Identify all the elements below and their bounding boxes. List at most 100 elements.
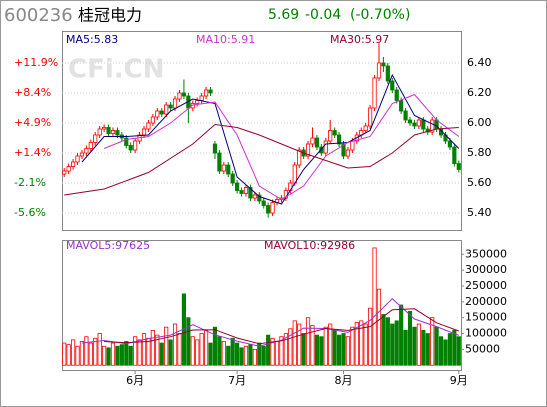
volume-bar bbox=[212, 326, 218, 366]
volume-bar bbox=[119, 344, 124, 366]
candle-body bbox=[297, 149, 302, 166]
volume-bar bbox=[186, 317, 191, 366]
legend-label: MA5:5.83 bbox=[66, 33, 118, 46]
candle-body bbox=[93, 134, 98, 143]
candle-body bbox=[243, 187, 249, 194]
candle-body bbox=[110, 130, 116, 134]
candle-body bbox=[124, 137, 129, 146]
candle-body bbox=[102, 127, 107, 130]
stock-name: 桂冠电力 bbox=[78, 6, 142, 25]
volume-bar bbox=[434, 326, 439, 366]
y2-tick-label: +1.4% bbox=[14, 146, 51, 159]
candle-body bbox=[368, 107, 373, 127]
candle-body bbox=[66, 166, 71, 172]
volume-bar bbox=[407, 310, 413, 366]
candle-body bbox=[199, 95, 204, 101]
volume-bar bbox=[297, 323, 302, 366]
y-tick-label: 200000 bbox=[465, 295, 507, 308]
candle-body bbox=[128, 145, 133, 151]
volume-bar bbox=[350, 326, 355, 366]
price-change: -0.04 bbox=[305, 7, 341, 23]
y-tick-label: 100000 bbox=[465, 327, 507, 340]
candle-body bbox=[314, 137, 320, 148]
volume-bar bbox=[261, 345, 266, 366]
candle-body bbox=[235, 182, 240, 191]
y-tick-label: 6.20 bbox=[467, 86, 492, 99]
volume-bar bbox=[217, 336, 222, 366]
volume-bar bbox=[421, 329, 426, 366]
volume-bar bbox=[305, 317, 311, 366]
volume-bar bbox=[381, 314, 386, 366]
y-tick-label: 6.00 bbox=[467, 116, 492, 129]
candle-body bbox=[403, 110, 408, 121]
volume-bar bbox=[292, 320, 297, 366]
volume-bar bbox=[425, 333, 430, 366]
y-tick-label: 6.40 bbox=[467, 56, 492, 69]
volume-bar bbox=[239, 347, 244, 366]
volume-bar bbox=[199, 333, 204, 366]
candle-body bbox=[456, 163, 461, 170]
y2-tick-label: +11.9% bbox=[14, 56, 58, 69]
volume-bar bbox=[332, 329, 337, 366]
y2-tick-label: +8.4% bbox=[14, 86, 51, 99]
y-tick-label: 5.40 bbox=[467, 206, 492, 219]
volume-bar bbox=[359, 320, 364, 366]
volume-bar bbox=[102, 345, 107, 366]
candle-body bbox=[195, 100, 200, 104]
stock-code: 600236 bbox=[4, 5, 73, 26]
candle-body bbox=[97, 128, 102, 136]
candle-body bbox=[266, 205, 271, 214]
volume-bar bbox=[345, 336, 351, 366]
candle-body bbox=[310, 137, 315, 145]
candle-body bbox=[133, 140, 138, 151]
candle-body bbox=[79, 152, 85, 157]
candle-body bbox=[416, 119, 421, 127]
volume-bar bbox=[394, 320, 399, 366]
candle-body bbox=[230, 173, 235, 184]
volume-bar bbox=[252, 348, 257, 366]
volume-bar bbox=[447, 333, 453, 366]
candle-body bbox=[203, 89, 209, 97]
candle-body bbox=[239, 190, 244, 194]
volume-bar bbox=[88, 342, 93, 366]
candle-body bbox=[168, 104, 173, 109]
legend-label: MA10:5.91 bbox=[196, 33, 255, 46]
candle-body bbox=[84, 148, 89, 154]
candle-body bbox=[372, 77, 377, 109]
volume-bar bbox=[270, 337, 275, 366]
ma-line bbox=[103, 93, 460, 201]
volume-bar bbox=[208, 342, 213, 366]
volume-bar bbox=[323, 326, 328, 366]
watermark: CFi.CN bbox=[68, 55, 164, 85]
candle-body bbox=[430, 119, 435, 133]
volume-bar bbox=[93, 337, 98, 366]
volume-bar bbox=[164, 326, 169, 366]
x-tick-label: 8月 bbox=[335, 374, 353, 387]
volume-bar bbox=[110, 342, 116, 366]
y-tick-label: 150000 bbox=[465, 311, 507, 324]
candle-body bbox=[332, 130, 337, 136]
legend-label: MAVOL5:97625 bbox=[66, 239, 150, 252]
volume-bar bbox=[128, 345, 133, 366]
volume-bar bbox=[328, 323, 333, 366]
price-panel bbox=[62, 31, 462, 231]
volume-bar bbox=[195, 339, 200, 366]
candle-body bbox=[146, 122, 151, 130]
candle-body bbox=[115, 130, 120, 136]
volume-bar bbox=[230, 337, 235, 366]
candle-body bbox=[381, 62, 386, 67]
y-tick-label: 50000 bbox=[465, 342, 500, 355]
y-tick-label: 5.60 bbox=[467, 176, 492, 189]
candle-body bbox=[270, 202, 275, 214]
volume-bar bbox=[363, 323, 368, 366]
candle-body bbox=[261, 200, 266, 206]
ma-line bbox=[64, 123, 459, 196]
volume-bar bbox=[133, 336, 138, 366]
volume-bar bbox=[416, 323, 421, 366]
candle-body bbox=[150, 116, 155, 124]
volume-bar bbox=[412, 326, 417, 366]
volume-bar bbox=[257, 342, 262, 366]
volume-bar bbox=[372, 247, 377, 366]
volume-bar bbox=[243, 345, 249, 366]
volume-bar bbox=[319, 336, 324, 366]
